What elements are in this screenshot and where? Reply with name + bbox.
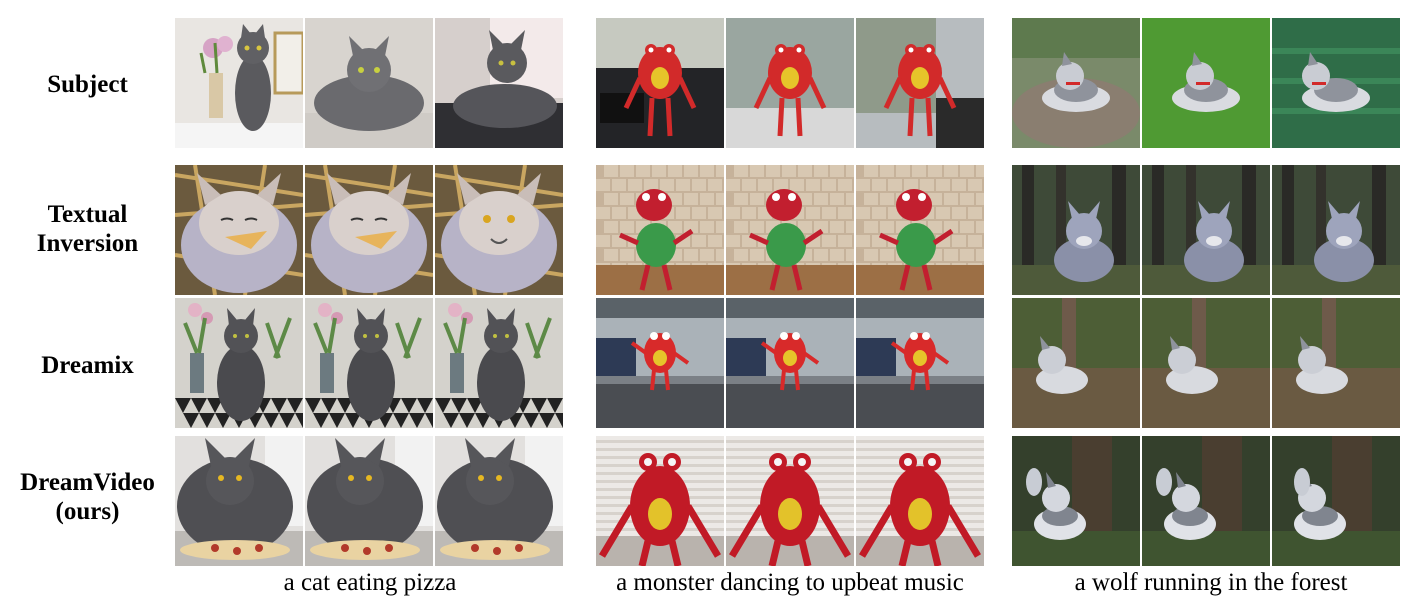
row-label-dreamvideo-line1: DreamVideo — [20, 469, 155, 496]
monster-dreamvideo-frame-3 — [856, 436, 984, 566]
monster-dreamix-frame-2 — [726, 298, 854, 428]
wolf-dreamix-frame-3 — [1272, 298, 1400, 428]
cat-dreamix-frame-1 — [175, 298, 303, 428]
wolf-dreamvideo-frame-2 — [1142, 436, 1270, 566]
cat-textual-inversion-frame-3 — [435, 165, 563, 295]
monster-dreamix-frame-1 — [596, 298, 724, 428]
cat-dreamvideo-frame-2 — [305, 436, 433, 566]
caption-wolf: a wolf running in the forest — [1074, 569, 1348, 596]
row-label-textual-inversion: Textual Inversion — [0, 200, 175, 258]
wolf-textual-inversion-frame-3 — [1272, 165, 1400, 295]
row-label-dreamvideo: DreamVideo (ours) — [0, 468, 175, 526]
wolf-subject-frame-3 — [1272, 18, 1400, 148]
monster-subject-frame-2 — [726, 18, 854, 148]
monster-textual-inversion-frame-2 — [726, 165, 854, 295]
monster-subject-frame-3 — [856, 18, 984, 148]
monster-textual-inversion-frame-3 — [856, 165, 984, 295]
monster-textual-inversion-frame-1 — [596, 165, 724, 295]
monster-dreamvideo-frame-1 — [596, 436, 724, 566]
row-label-dreamix-text: Dreamix — [41, 352, 134, 379]
row-label-textual-inversion-line1: Textual — [47, 201, 128, 228]
wolf-dreamix-frame-1 — [1012, 298, 1140, 428]
cat-dreamvideo-frame-3 — [435, 436, 563, 566]
cat-dreamvideo-frame-1 — [175, 436, 303, 566]
wolf-subject-frame-1 — [1012, 18, 1140, 148]
cat-textual-inversion-frame-1 — [175, 165, 303, 295]
monster-dreamix-frame-3 — [856, 298, 984, 428]
row-label-subject: Subject — [0, 70, 175, 99]
cat-dreamix-frame-2 — [305, 298, 433, 428]
cat-subject-frame-2 — [305, 18, 433, 148]
wolf-subject-frame-2 — [1142, 18, 1270, 148]
cat-textual-inversion-frame-2 — [305, 165, 433, 295]
cat-subject-frame-1 — [175, 18, 303, 148]
row-label-dreamix: Dreamix — [0, 351, 175, 380]
caption-monster: a monster dancing to upbeat music — [616, 569, 964, 596]
caption-cat: a cat eating pizza — [283, 569, 457, 596]
wolf-dreamvideo-frame-1 — [1012, 436, 1140, 566]
wolf-textual-inversion-frame-2 — [1142, 165, 1270, 295]
row-label-textual-inversion-line2: Inversion — [36, 230, 139, 257]
row-label-dreamvideo-line2: (ours) — [55, 498, 120, 525]
cat-subject-frame-3 — [435, 18, 563, 148]
wolf-dreamix-frame-2 — [1142, 298, 1270, 428]
wolf-textual-inversion-frame-1 — [1012, 165, 1140, 295]
monster-dreamvideo-frame-2 — [726, 436, 854, 566]
cat-dreamix-frame-3 — [435, 298, 563, 428]
monster-subject-frame-1 — [596, 18, 724, 148]
wolf-dreamvideo-frame-3 — [1272, 436, 1400, 566]
row-label-subject-text: Subject — [47, 71, 128, 98]
